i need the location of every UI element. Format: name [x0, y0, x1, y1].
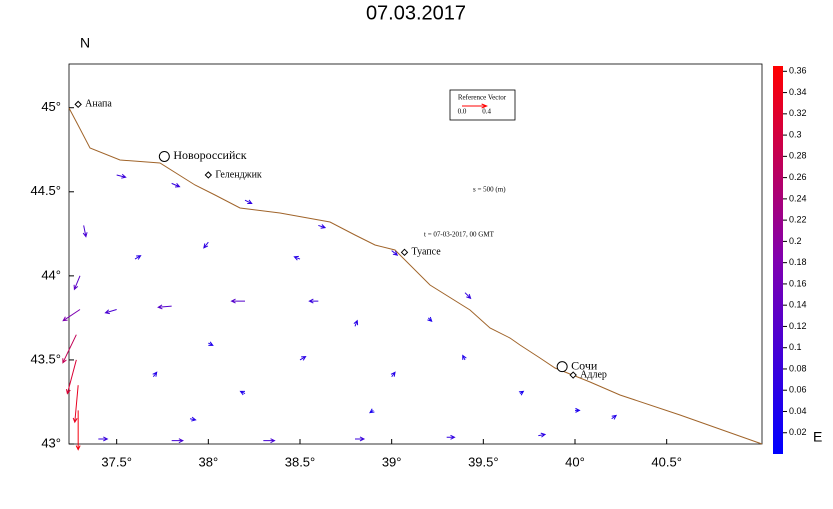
x-tick-label: 38° — [198, 454, 218, 469]
x-tick-label: 39° — [382, 454, 402, 469]
colorbar-tick-label: 0.14 — [789, 300, 807, 310]
current-vector — [104, 309, 117, 315]
colorbar-tick-label: 0.34 — [789, 87, 807, 97]
city-label: Сочи — [571, 358, 598, 372]
reference-title: Reference Vector — [458, 94, 507, 102]
map-frame — [68, 63, 763, 445]
colorbar-tick-label: 0.2 — [789, 236, 802, 246]
current-vector — [446, 434, 456, 440]
current-vector — [82, 225, 88, 238]
x-tick-label: 40.5° — [651, 454, 682, 469]
city-marker — [569, 371, 577, 379]
current-vector — [134, 255, 142, 260]
current-vector — [62, 309, 81, 322]
current-vector — [427, 316, 433, 323]
colorbar-tick-label: 0.06 — [789, 385, 807, 395]
current-vector — [157, 304, 172, 310]
current-vector — [203, 241, 209, 249]
current-vector — [391, 250, 399, 256]
city-label: Анапа — [85, 99, 112, 110]
city-label: Адлер — [580, 369, 607, 380]
current-vector — [208, 341, 214, 346]
y-tick-label: 43.5° — [30, 351, 61, 366]
colorbar-tick-label: 0.16 — [789, 278, 807, 288]
map-layer: 37.5° 38° 38.5° 39° 39.5° 40° 40.5° 43° 43.5° 44°… — [30, 66, 806, 470]
reference-tick-label: 0.4 — [482, 108, 491, 116]
current-vector — [263, 438, 276, 444]
city-marker — [556, 361, 568, 373]
annotation: s = 500 (m) — [473, 186, 506, 194]
city-marker — [400, 248, 409, 257]
current-vector — [72, 385, 79, 424]
current-vector — [75, 410, 81, 451]
current-vector — [171, 182, 181, 188]
current-vector — [293, 255, 301, 261]
current-vector — [318, 224, 327, 229]
current-vector — [98, 436, 109, 442]
x-tick-label: 37.5° — [101, 454, 132, 469]
colorbar-tick-label: 0.1 — [789, 342, 802, 352]
current-vector — [299, 355, 307, 361]
colorbar — [773, 66, 783, 454]
colorbar-tick-label: 0.28 — [789, 151, 807, 161]
city-label: Геленджик — [215, 169, 262, 180]
colorbar-tick-label: 0.32 — [789, 108, 807, 118]
y-tick-label: 44° — [41, 267, 61, 282]
current-vector — [239, 390, 246, 396]
city-marker — [204, 171, 213, 179]
y-tick-label: 45° — [41, 99, 61, 114]
current-vector — [152, 371, 158, 378]
current-vector — [308, 298, 319, 304]
current-vector — [189, 416, 197, 422]
colorbar-tick-label: 0.22 — [789, 215, 807, 225]
current-vector — [116, 173, 127, 179]
reference-vector — [462, 103, 488, 109]
colorbar-tick-label: 0.12 — [789, 321, 807, 331]
current-vector — [611, 414, 618, 420]
east-label: E — [813, 429, 822, 445]
current-vector — [462, 354, 467, 361]
y-tick-label: 44.5° — [30, 183, 61, 198]
colorbar-tick-label: 0.36 — [789, 66, 807, 76]
city-marker — [158, 150, 170, 162]
current-vector — [464, 292, 472, 300]
annotation: t = 07-03-2017, 00 GMT — [424, 231, 495, 239]
current-vector — [369, 408, 375, 414]
city-marker — [74, 100, 82, 109]
colorbar-tick-label: 0.3 — [789, 129, 802, 139]
current-vector — [538, 432, 547, 438]
current-vector — [62, 334, 77, 364]
colorbar-tick-label: 0.08 — [789, 363, 807, 373]
current-vector — [518, 390, 525, 396]
current-vector — [65, 359, 77, 395]
city-label: Туапсе — [412, 247, 442, 258]
reference-box — [449, 89, 516, 121]
colorbar-tick-label: 0.02 — [789, 427, 807, 437]
title: 07.03.2017 — [366, 2, 466, 24]
current-vector — [355, 436, 366, 442]
x-tick-label: 39.5° — [468, 454, 499, 469]
current-vector — [353, 319, 359, 327]
colorbar-tick-label: 0.04 — [789, 406, 807, 416]
colorbar-tick-label: 0.26 — [789, 172, 807, 182]
current-vector — [575, 407, 581, 413]
y-tick-label: 43° — [41, 435, 61, 450]
north-label: N — [80, 35, 90, 51]
current-vector — [230, 298, 245, 304]
colorbar-tick-label: 0.18 — [789, 257, 807, 267]
current-vector — [171, 438, 184, 444]
colorbar-tick-label: 0.24 — [789, 193, 807, 203]
current-vector — [244, 199, 253, 205]
current-vector — [73, 275, 81, 291]
city-label: Новороссийск — [173, 148, 246, 162]
current-vector — [390, 371, 396, 378]
x-tick-label: 40° — [565, 454, 585, 469]
x-tick-label: 38.5° — [285, 454, 316, 469]
reference-tick-label: 0.0 — [458, 108, 467, 116]
